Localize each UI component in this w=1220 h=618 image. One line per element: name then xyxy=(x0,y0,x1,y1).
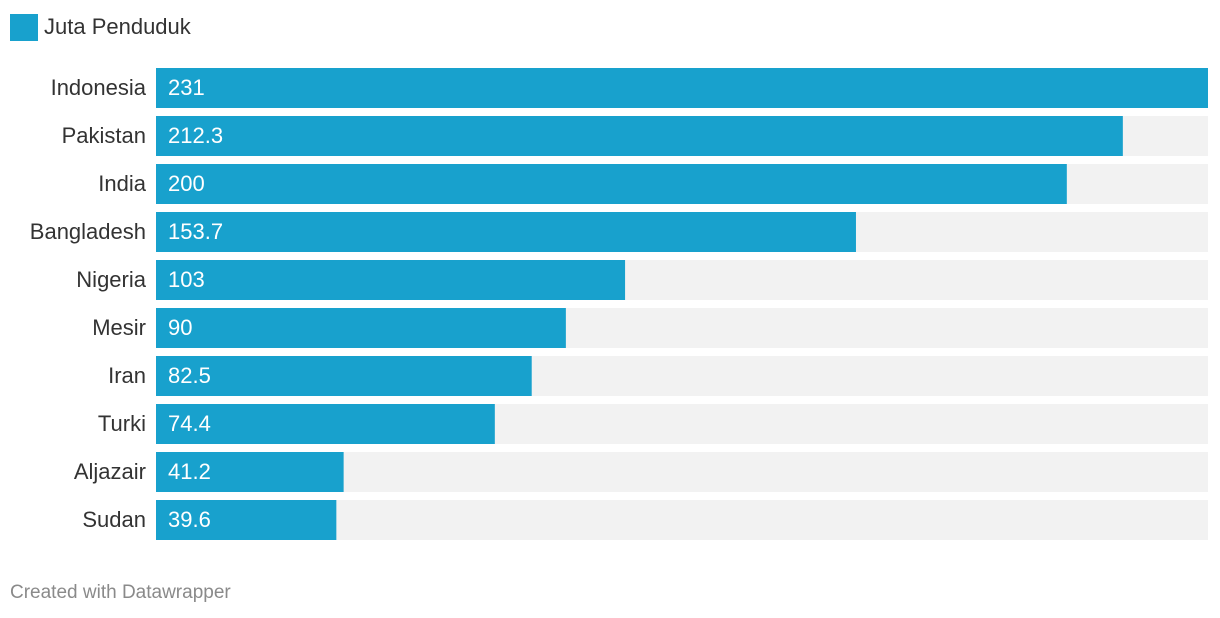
legend-label: Juta Penduduk xyxy=(44,14,192,39)
bar xyxy=(156,308,566,348)
value-label: 90 xyxy=(168,315,192,340)
bar xyxy=(156,260,626,300)
bar xyxy=(156,356,532,396)
value-label: 212.3 xyxy=(168,123,223,148)
bar xyxy=(156,212,856,252)
category-label: Nigeria xyxy=(76,267,146,292)
category-label: Pakistan xyxy=(62,123,146,148)
category-label: Aljazair xyxy=(74,459,146,484)
bar xyxy=(156,500,337,540)
value-label: 74.4 xyxy=(168,411,211,436)
credit: Created with Datawrapper xyxy=(10,582,231,603)
category-label: Turki xyxy=(98,411,146,436)
bar xyxy=(156,68,1208,108)
bar xyxy=(156,116,1123,156)
bar xyxy=(156,404,495,444)
value-label: 82.5 xyxy=(168,363,211,388)
value-label: 200 xyxy=(168,171,205,196)
value-label: 103 xyxy=(168,267,205,292)
category-label: Indonesia xyxy=(51,75,147,100)
category-label: Iran xyxy=(108,363,146,388)
value-label: 41.2 xyxy=(168,459,211,484)
bar xyxy=(156,452,344,492)
category-label: Mesir xyxy=(92,315,146,340)
value-label: 39.6 xyxy=(168,507,211,532)
category-label: Sudan xyxy=(82,507,146,532)
value-label: 153.7 xyxy=(168,219,223,244)
bar xyxy=(156,164,1067,204)
category-label: Bangladesh xyxy=(30,219,146,244)
value-label: 231 xyxy=(168,75,205,100)
legend-swatch xyxy=(10,14,38,41)
category-label: India xyxy=(98,171,146,196)
